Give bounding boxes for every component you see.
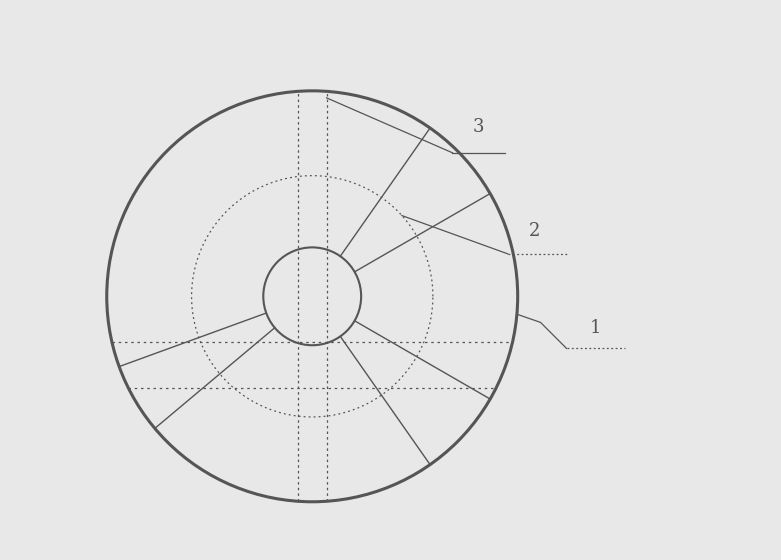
Text: 3: 3 — [473, 119, 484, 137]
Text: 2: 2 — [528, 222, 540, 240]
Text: 1: 1 — [590, 319, 601, 337]
